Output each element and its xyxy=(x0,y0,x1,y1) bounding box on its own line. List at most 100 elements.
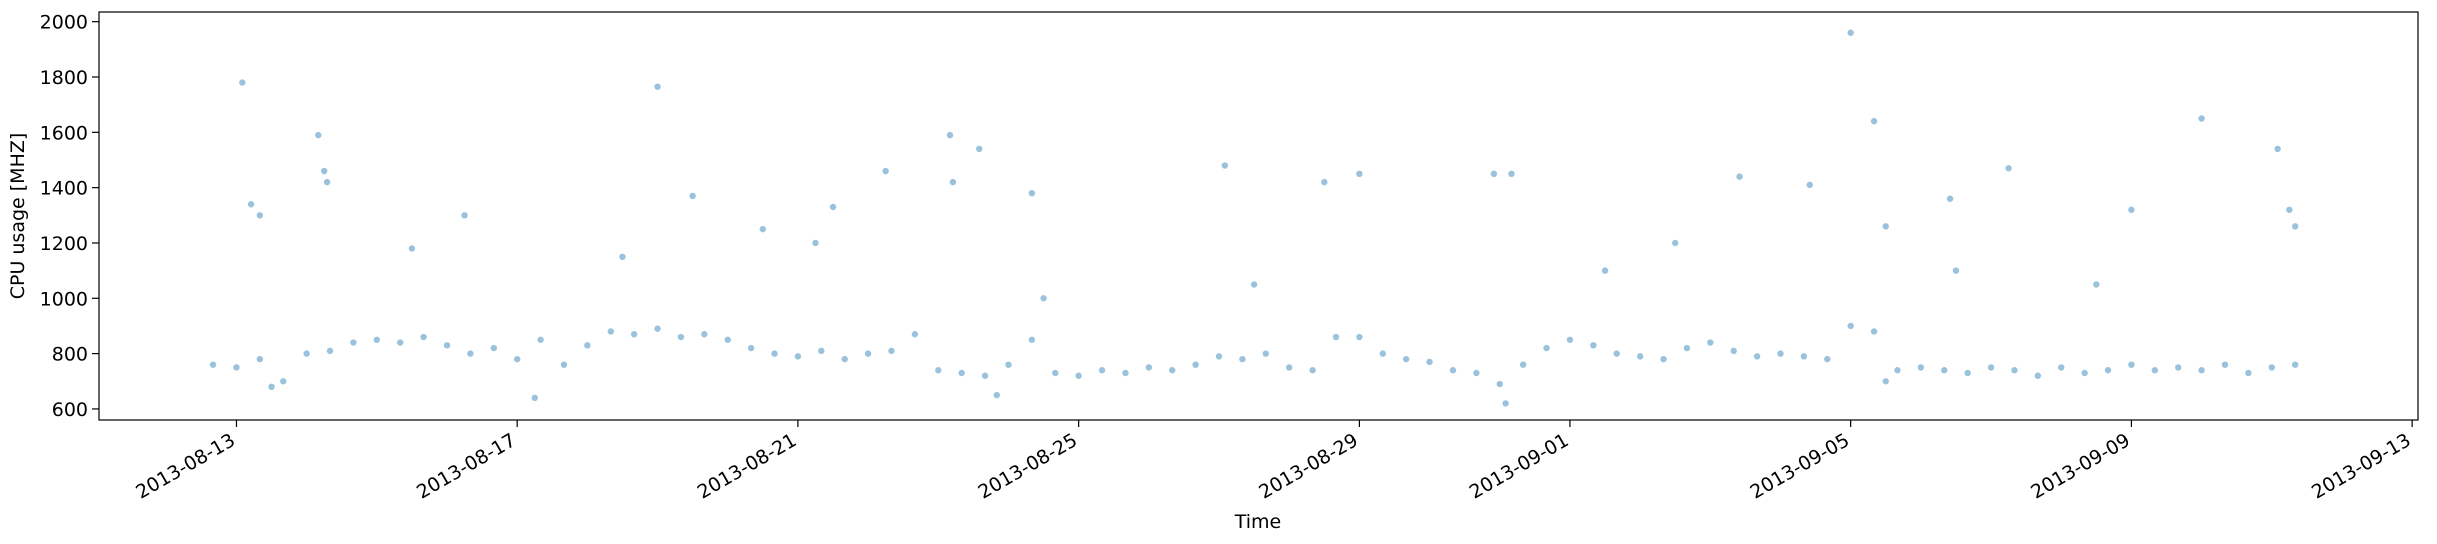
point xyxy=(1449,367,1457,374)
point xyxy=(1215,353,1223,360)
point xyxy=(490,344,497,352)
point xyxy=(981,372,989,379)
point xyxy=(829,203,837,211)
point xyxy=(1490,170,1498,178)
x-axis-label: Time xyxy=(1234,511,1282,533)
x-tick-label: 2013-08-13 xyxy=(132,429,239,503)
point xyxy=(531,394,538,402)
point xyxy=(677,333,685,341)
point xyxy=(2291,223,2299,230)
point xyxy=(1169,367,1176,374)
point xyxy=(1613,350,1620,357)
point xyxy=(1473,369,1480,377)
point xyxy=(1917,364,1925,371)
point xyxy=(1052,369,1059,377)
point xyxy=(1707,339,1714,346)
point xyxy=(771,350,778,357)
point xyxy=(1239,355,1246,363)
point xyxy=(233,364,240,371)
point xyxy=(323,178,331,186)
point xyxy=(443,342,451,349)
point xyxy=(560,361,568,368)
point xyxy=(2058,364,2065,371)
x-tick-label: 2013-08-21 xyxy=(694,429,801,503)
point xyxy=(935,367,942,374)
point xyxy=(841,355,848,363)
point xyxy=(461,212,468,219)
point xyxy=(1753,353,1761,360)
point xyxy=(2005,165,2012,172)
point xyxy=(1075,372,1082,379)
point xyxy=(2104,367,2112,374)
y-tick-label: 1000 xyxy=(40,288,88,310)
point xyxy=(1800,353,1808,360)
point xyxy=(1496,380,1503,388)
point xyxy=(1028,189,1036,197)
plot-frame xyxy=(98,11,2419,421)
point xyxy=(2151,367,2159,374)
point xyxy=(1250,281,1258,288)
point xyxy=(2034,372,2042,379)
point xyxy=(256,212,264,219)
point xyxy=(280,378,287,385)
point xyxy=(2011,367,2018,374)
point xyxy=(2291,361,2299,368)
point xyxy=(1321,178,1328,186)
point xyxy=(1040,295,1047,302)
point xyxy=(2198,115,2205,122)
point xyxy=(949,178,957,186)
point xyxy=(1590,342,1597,349)
point xyxy=(1941,367,1948,374)
point xyxy=(1332,333,1340,341)
point xyxy=(268,383,275,391)
y-tick-label: 1400 xyxy=(40,178,88,200)
point xyxy=(1777,350,1784,357)
point xyxy=(320,167,328,175)
point xyxy=(397,339,404,346)
point xyxy=(2245,369,2252,377)
point xyxy=(209,361,217,368)
point xyxy=(1262,350,1270,357)
point xyxy=(1192,361,1199,368)
point xyxy=(1122,369,1129,377)
point xyxy=(882,167,889,175)
point xyxy=(408,245,416,252)
point xyxy=(1519,361,1527,368)
x-tick-label: 2013-09-13 xyxy=(2308,429,2415,503)
point xyxy=(1806,181,1813,189)
point xyxy=(420,333,427,341)
point xyxy=(2198,367,2205,374)
point xyxy=(1736,173,1743,180)
point xyxy=(2268,364,2275,371)
point xyxy=(976,145,983,153)
point xyxy=(1870,118,1878,125)
point xyxy=(1636,353,1644,360)
point xyxy=(812,239,819,247)
y-tick-label: 1800 xyxy=(40,67,88,89)
point xyxy=(1946,195,1954,202)
point xyxy=(1508,170,1515,178)
point xyxy=(888,347,895,355)
point xyxy=(1847,322,1854,330)
x-tick-label: 2013-08-17 xyxy=(413,429,520,503)
point xyxy=(1356,333,1363,341)
point xyxy=(1028,336,1036,343)
point xyxy=(1847,29,1854,36)
point xyxy=(1882,223,1889,230)
point xyxy=(1987,364,1995,371)
point xyxy=(1286,364,1293,371)
point xyxy=(1882,378,1889,385)
point xyxy=(1672,239,1679,247)
y-tick-label: 600 xyxy=(52,399,88,421)
x-tick-label: 2013-08-29 xyxy=(1255,429,1362,503)
point xyxy=(1683,344,1691,352)
y-tick-label: 2000 xyxy=(40,12,88,34)
point xyxy=(1356,170,1363,178)
point xyxy=(1426,358,1433,366)
point xyxy=(607,328,614,335)
point xyxy=(326,347,334,355)
point xyxy=(467,350,474,357)
point xyxy=(1566,336,1574,343)
x-tick-label: 2013-09-09 xyxy=(2027,429,2134,503)
point xyxy=(2274,145,2281,153)
